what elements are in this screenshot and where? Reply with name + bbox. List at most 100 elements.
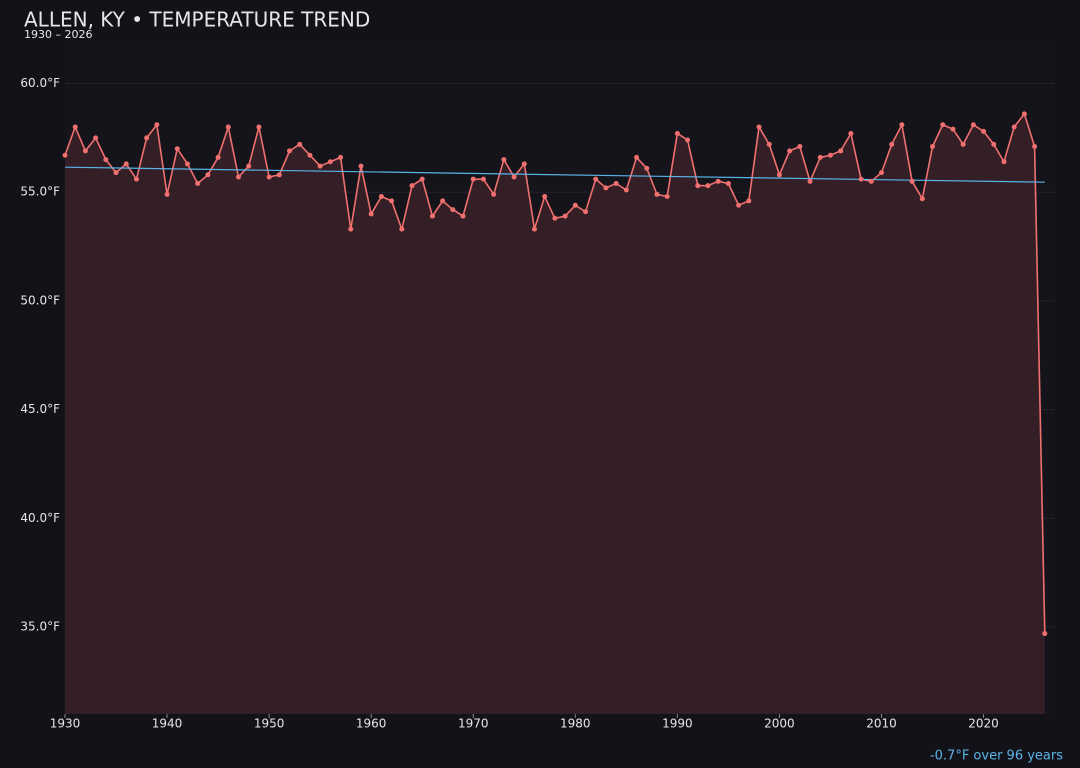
point	[889, 141, 895, 147]
point	[184, 161, 190, 167]
point	[695, 183, 701, 189]
point	[144, 135, 150, 141]
point	[164, 191, 170, 197]
point	[276, 172, 282, 178]
point	[317, 163, 323, 169]
point	[634, 154, 640, 160]
point	[991, 141, 997, 147]
point	[623, 187, 629, 193]
point	[62, 152, 68, 158]
point	[236, 174, 242, 180]
chart-subtitle: 1930 – 2026	[24, 28, 92, 41]
point	[919, 196, 925, 202]
area	[65, 113, 1045, 714]
point	[756, 124, 762, 130]
point	[858, 176, 864, 182]
trend-annotation: -0.7°F over 96 years	[930, 749, 1063, 764]
point	[511, 174, 517, 180]
point	[848, 130, 854, 136]
point	[674, 130, 680, 136]
point	[521, 161, 527, 167]
point	[419, 176, 425, 182]
point	[327, 159, 333, 165]
point	[256, 124, 262, 130]
point	[480, 176, 486, 182]
y-tick-label: 40.0°F	[20, 511, 60, 525]
point	[368, 211, 374, 217]
point	[685, 137, 691, 143]
x-tick-label: 1950	[254, 717, 285, 731]
point	[715, 178, 721, 184]
point	[562, 213, 568, 219]
point	[531, 226, 537, 232]
trend-line	[64, 166, 1045, 183]
y-tick-label: 50.0°F	[20, 293, 60, 307]
point	[174, 146, 180, 152]
point	[215, 154, 221, 160]
x-tick-label: 1980	[560, 717, 591, 731]
point	[705, 183, 711, 189]
point	[460, 213, 466, 219]
point	[593, 176, 599, 182]
y-tick-label: 60.0°F	[20, 76, 60, 90]
point	[429, 213, 435, 219]
point	[838, 148, 844, 154]
point	[664, 194, 670, 200]
point	[787, 148, 793, 154]
point	[1001, 159, 1007, 165]
point	[133, 176, 139, 182]
point	[225, 124, 231, 130]
point	[154, 122, 160, 128]
point	[970, 122, 976, 128]
point	[389, 198, 395, 204]
point	[878, 170, 884, 176]
x-tick-label: 2020	[968, 717, 999, 731]
point	[399, 226, 405, 232]
point	[287, 148, 293, 154]
point	[542, 194, 548, 200]
x-tick-label: 1990	[662, 717, 693, 731]
point	[654, 191, 660, 197]
point	[266, 174, 272, 180]
point	[409, 183, 415, 189]
point	[1032, 144, 1038, 150]
point	[797, 144, 803, 150]
point	[491, 191, 497, 197]
x-tick-label: 2000	[764, 717, 795, 731]
point	[1021, 111, 1027, 117]
y-tick-label: 35.0°F	[20, 620, 60, 634]
point	[766, 141, 772, 147]
point	[205, 172, 211, 178]
point	[123, 161, 129, 167]
point	[807, 178, 813, 184]
point	[93, 135, 99, 141]
chart-title: ALLEN, KY • TEMPERATURE TREND	[24, 8, 370, 32]
point	[470, 176, 476, 182]
point	[338, 154, 344, 160]
point	[736, 202, 742, 208]
point	[348, 226, 354, 232]
point	[930, 144, 936, 150]
point	[450, 207, 456, 213]
point	[583, 209, 589, 215]
point	[358, 163, 364, 169]
point	[307, 152, 313, 158]
point	[572, 202, 578, 208]
point	[950, 126, 956, 132]
point	[644, 165, 650, 171]
x-tick-label: 1970	[458, 717, 489, 731]
point	[746, 198, 752, 204]
point	[195, 180, 201, 186]
point	[603, 185, 609, 191]
x-tick-label: 1940	[152, 717, 183, 731]
point	[940, 122, 946, 128]
point	[725, 180, 731, 186]
point	[776, 172, 782, 178]
point	[909, 178, 915, 184]
point	[103, 157, 109, 163]
point	[440, 198, 446, 204]
y-tick-label: 45.0°F	[20, 402, 60, 416]
point	[113, 170, 119, 176]
point	[501, 157, 507, 163]
point	[613, 180, 619, 186]
